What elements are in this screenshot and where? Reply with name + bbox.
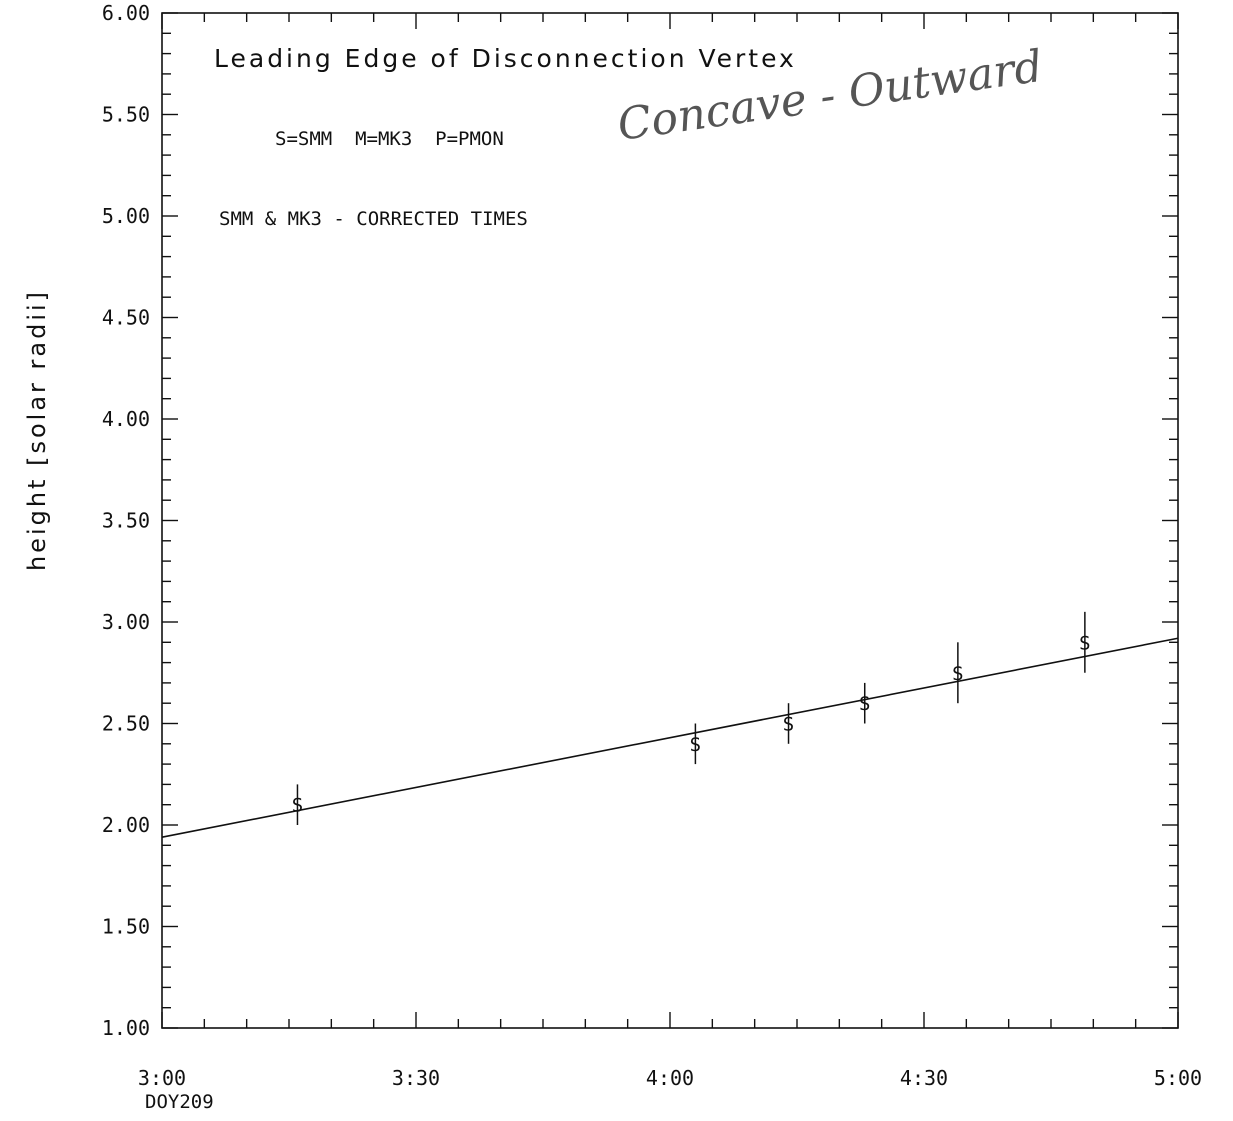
point-marker: S — [859, 693, 870, 715]
y-tick-label: 3.50 — [102, 509, 150, 533]
fit-line — [161, 637, 1179, 838]
y-tick-label: 1.00 — [102, 1016, 150, 1040]
point-marker: S — [292, 795, 303, 817]
point-marker: S — [952, 663, 963, 685]
y-axis-label: height [solar radii] — [23, 289, 51, 571]
plot-frame — [161, 12, 1179, 1029]
y-tick-labels: 1.00 1.50 2.00 2.50 3.00 3.50 4.00 4.50 5.00 5.50… — [102, 1, 150, 1040]
y-tick-label: 5.00 — [102, 204, 150, 228]
y-tick-label: 5.50 — [102, 103, 150, 127]
y-tick-label: 4.00 — [102, 407, 150, 431]
point-marker: S — [690, 734, 701, 756]
y-tick-label: 2.50 — [102, 712, 150, 736]
x-tick-label: 3:00 — [138, 1066, 186, 1090]
y-tick-label: 4.50 — [102, 306, 150, 330]
x-tick-label: 4:30 — [900, 1066, 948, 1090]
x-tick-labels: 3:00 3:30 4:00 4:30 5:00 — [138, 1066, 1202, 1090]
x-tick-label: 3:30 — [392, 1066, 440, 1090]
series-key: S=SMM M=MK3 P=PMON — [275, 128, 504, 150]
y-tick-label: 1.50 — [102, 915, 150, 939]
x-tick-label: 4:00 — [646, 1066, 694, 1090]
y-tick-label: 6.00 — [102, 1, 150, 25]
axis-ticks — [161, 12, 1179, 1029]
data-points: S S S S S S — [292, 611, 1091, 825]
point-marker: S — [783, 714, 794, 736]
correction-note: SMM & MK3 - CORRECTED TIMES — [219, 208, 528, 230]
chart-title: Leading Edge of Disconnection Vertex — [214, 44, 797, 73]
y-tick-label: 2.00 — [102, 813, 150, 837]
x-tick-label: 5:00 — [1154, 1066, 1202, 1090]
y-tick-label: 3.00 — [102, 610, 150, 634]
x-date-label: DOY209 — [145, 1091, 214, 1113]
point-marker: S — [1079, 632, 1090, 654]
